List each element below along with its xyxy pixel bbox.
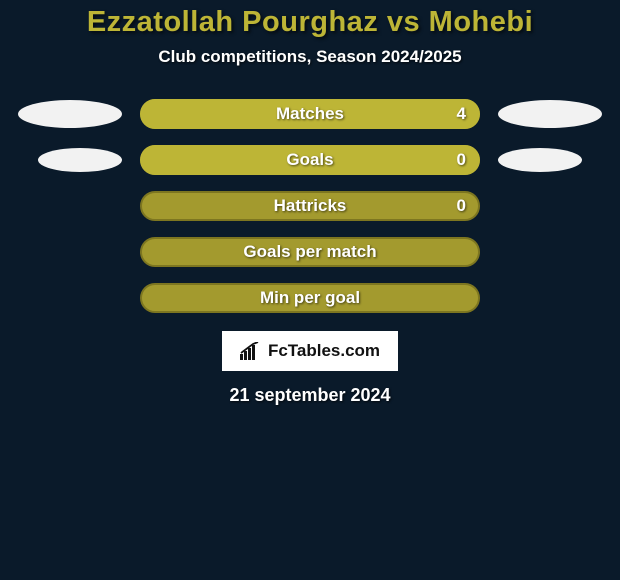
stat-value: 0 [457,196,466,216]
stat-row: Goals per match [0,237,620,267]
stat-label: Matches [276,104,344,124]
source-badge[interactable]: FcTables.com [222,331,398,371]
stat-value: 0 [457,150,466,170]
snapshot-date: 21 september 2024 [0,385,620,406]
stat-value: 4 [457,104,466,124]
stat-bar: Hattricks 0 [140,191,480,221]
stat-label: Goals per match [243,242,376,262]
stat-row: Matches 4 [0,99,620,129]
stat-row: Goals 0 [0,145,620,175]
player-left-marker [18,100,122,128]
stat-row: Min per goal [0,283,620,313]
player-right-marker [498,148,582,172]
source-badge-text: FcTables.com [268,341,380,361]
stat-bar: Min per goal [140,283,480,313]
player-right-marker [498,100,602,128]
stat-label: Goals [286,150,333,170]
stat-label: Min per goal [260,288,360,308]
page-title: Ezzatollah Pourghaz vs Mohebi [0,6,620,39]
subtitle: Club competitions, Season 2024/2025 [0,47,620,67]
chart-icon [240,342,262,360]
stat-rows: Matches 4 Goals 0 Hattricks 0 [0,99,620,313]
stat-row: Hattricks 0 [0,191,620,221]
stat-bar: Goals per match [140,237,480,267]
stat-bar: Matches 4 [140,99,480,129]
player-left-marker [38,148,122,172]
stat-label: Hattricks [274,196,347,216]
comparison-card: Ezzatollah Pourghaz vs Mohebi Club compe… [0,0,620,580]
stat-bar: Goals 0 [140,145,480,175]
